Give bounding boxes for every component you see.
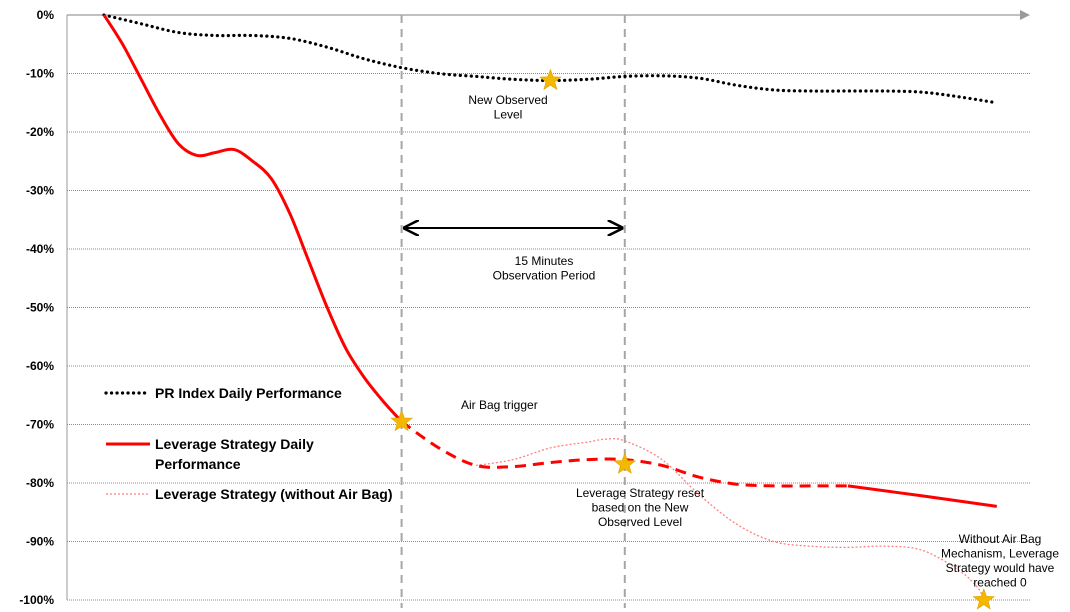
y-tick-label: -90%	[26, 535, 54, 549]
y-tick-label: 0%	[37, 8, 55, 22]
legend-label: Leverage Strategy Daily Performance	[155, 436, 314, 472]
annotation-line: Without Air Bag	[959, 532, 1042, 546]
annotation-3: Leverage Strategy reset based on the New O…	[576, 486, 705, 529]
y-tick-label: -100%	[19, 593, 54, 607]
annotation-line: Level	[494, 108, 523, 122]
annotation-line: reached 0	[973, 576, 1027, 590]
legend-label-line: Performance	[155, 456, 241, 472]
star-marker	[540, 70, 561, 90]
annotation-line: Air Bag trigger	[461, 398, 538, 412]
y-tick-label: -50%	[26, 301, 54, 315]
legend-label-line: Leverage Strategy Daily	[155, 436, 314, 452]
annotation-4: Without Air Bag Mechanism, Leverage Strate…	[941, 532, 1059, 590]
y-tick-label: -20%	[26, 125, 54, 139]
legend-label: PR Index Daily Performance	[155, 385, 342, 401]
annotation-line: Strategy would have	[946, 561, 1055, 575]
series-line-0	[104, 15, 997, 103]
annotation-line: based on the New	[592, 501, 689, 515]
legend-label: Leverage Strategy (without Air Bag)	[155, 486, 393, 502]
legend-label-line: Leverage Strategy (without Air Bag)	[155, 486, 393, 502]
legend: PR Index Daily Performance Leverage Strat…	[106, 385, 393, 502]
star-marker	[973, 589, 994, 609]
annotation-line: Mechanism, Leverage	[941, 547, 1059, 561]
y-tick-label: -40%	[26, 242, 54, 256]
star-markers	[391, 70, 994, 609]
annotation-2: Air Bag trigger	[461, 398, 538, 412]
y-tick-label: -10%	[26, 67, 54, 81]
annotation-line: New Observed	[468, 93, 547, 107]
annotation-1: 15 Minutes Observation Period	[493, 254, 596, 283]
legend-label-line: PR Index Daily Performance	[155, 385, 342, 401]
annotation-line: 15 Minutes	[515, 254, 574, 268]
annotation-line: Observed Level	[598, 515, 682, 529]
y-tick-label: -30%	[26, 184, 54, 198]
y-tick-label: -70%	[26, 418, 54, 432]
series-line-1	[104, 15, 402, 422]
y-tick-label: -60%	[26, 359, 54, 373]
annotation-line: Leverage Strategy reset	[576, 486, 705, 500]
y-tick-label: -80%	[26, 476, 54, 490]
annotation-0: New Observed Level	[468, 93, 547, 122]
series-line-3	[848, 486, 997, 507]
annotations: New Observed Level 15 Minutes Observation P…	[461, 93, 1059, 590]
annotation-line: Observation Period	[493, 269, 596, 283]
x-axis-arrow	[1020, 10, 1030, 20]
